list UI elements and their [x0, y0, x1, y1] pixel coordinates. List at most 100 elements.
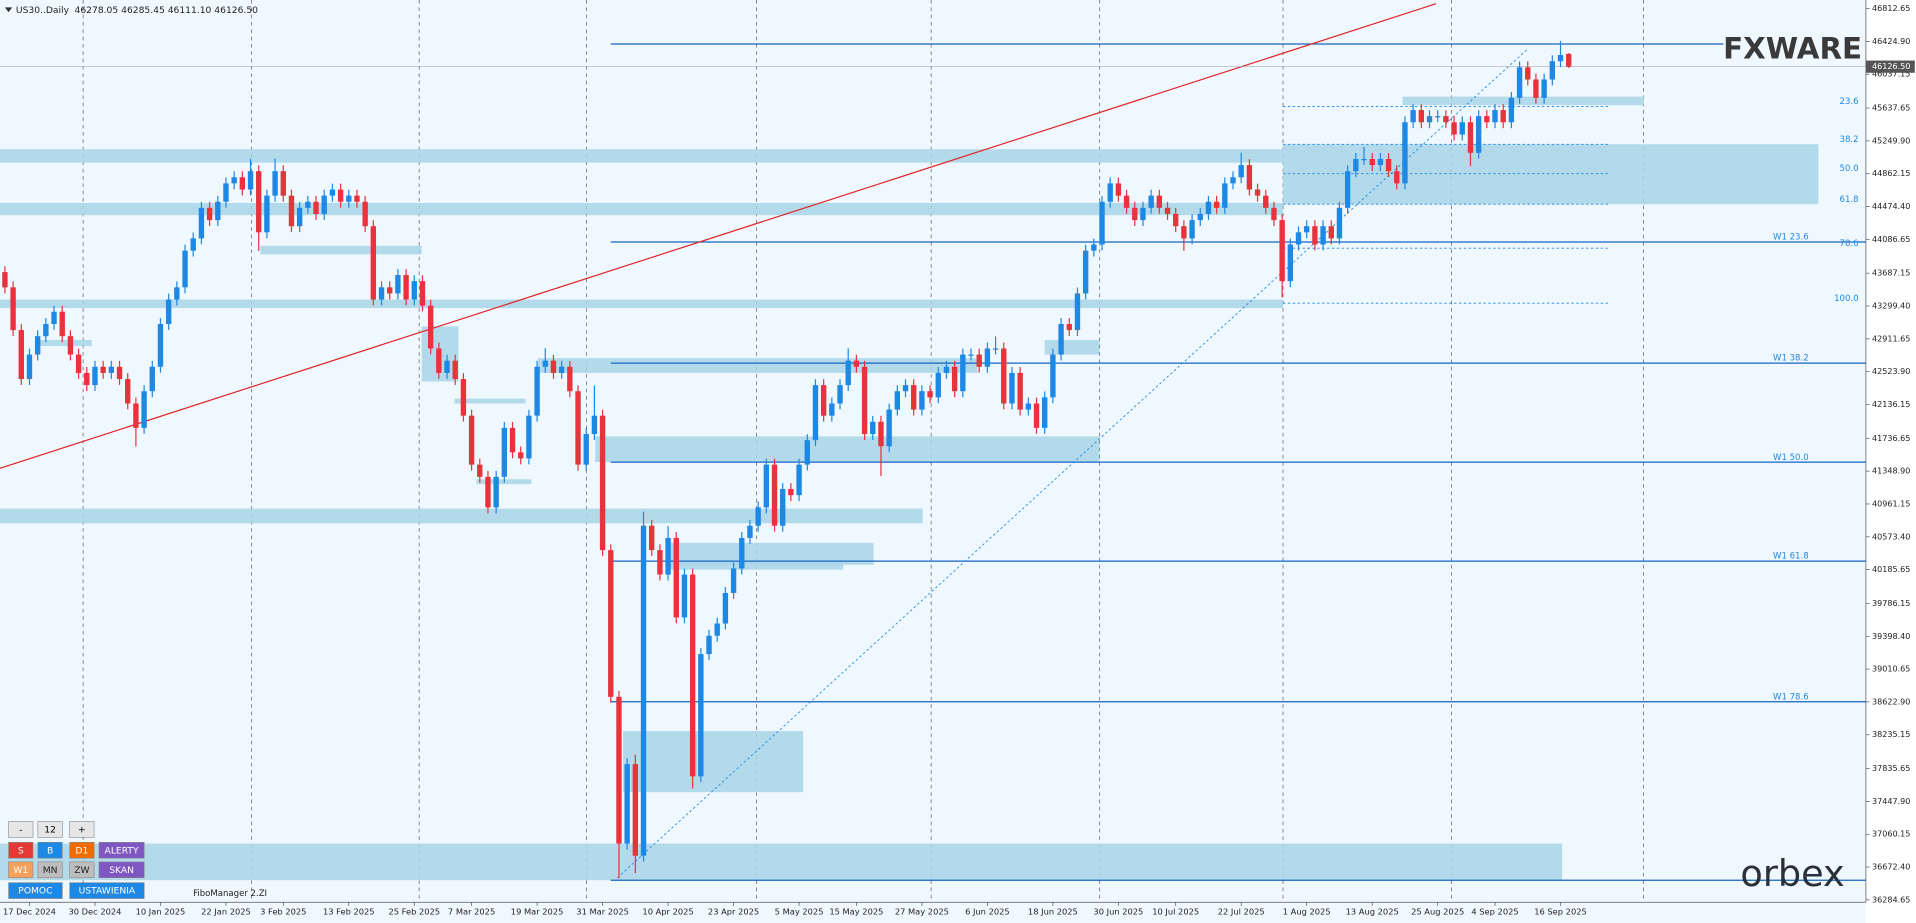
button-bg[interactable]	[69, 821, 95, 838]
button[interactable]: 12	[37, 821, 63, 838]
button[interactable]: POMOC	[8, 882, 63, 899]
button[interactable]: B	[37, 842, 63, 859]
candle-body	[296, 207, 303, 227]
fibo-label: 78.6	[1840, 239, 1859, 249]
x-tick-label: 16 Sep 2025	[1534, 906, 1587, 916]
button[interactable]: SKAN	[98, 861, 145, 879]
button-label[interactable]: 12	[44, 825, 56, 836]
candle-body	[1295, 232, 1302, 245]
candle-body	[951, 366, 958, 392]
candle-body	[1369, 158, 1375, 166]
x-tick-label: 19 Mar 2025	[511, 906, 564, 916]
button-label[interactable]: MN	[43, 865, 58, 876]
zone	[0, 843, 1563, 881]
button-bg[interactable]	[98, 861, 145, 879]
candle-body	[1443, 116, 1449, 123]
button[interactable]: -	[8, 821, 34, 838]
plot-area: W1 23.6 W1 38.2 W1 50.0 W1 61.8 W1 78.6 23.6 3…	[0, 0, 1866, 903]
w1-level-label: W1 38.2	[1773, 354, 1809, 364]
candle-body	[689, 574, 696, 777]
button-label[interactable]: -	[19, 825, 22, 836]
candle-body	[608, 550, 614, 697]
button-bg[interactable]	[69, 882, 145, 899]
button-bg[interactable]	[37, 821, 63, 838]
y-tick-label: 45249.90	[1872, 136, 1910, 145]
last-price-label: 46126.50	[1872, 62, 1910, 71]
candle-body	[1197, 213, 1203, 221]
fibo-label: 50.0	[1840, 164, 1859, 174]
button-label[interactable]: POMOC	[18, 886, 52, 897]
candle-body	[468, 415, 475, 465]
button-bg[interactable]	[8, 842, 34, 859]
candle-body	[1467, 122, 1474, 153]
x-tick-label: 25 Aug 2025	[1411, 906, 1464, 916]
button-label[interactable]: USTAWIENIA	[79, 886, 136, 897]
button-bg[interactable]	[98, 842, 145, 859]
candle-body	[51, 311, 57, 324]
y-tick-label: 38235.15	[1872, 730, 1910, 739]
candle-body	[829, 403, 835, 416]
x-tick-label: 31 Mar 2025	[576, 906, 629, 916]
button-label[interactable]: ALERTY	[105, 845, 139, 856]
w1-level-label: W1 50.0	[1773, 453, 1809, 463]
candle-body	[493, 476, 499, 508]
y-tick-label: 42136.15	[1872, 400, 1910, 409]
button[interactable]: D1	[69, 842, 95, 859]
button-bg[interactable]	[37, 842, 63, 859]
fibo-label: 38.2	[1840, 135, 1859, 145]
button[interactable]: USTAWIENIA	[69, 882, 145, 899]
symbol-menu-icon[interactable]	[4, 7, 13, 13]
candle-body	[1541, 79, 1547, 98]
button[interactable]: +	[69, 821, 95, 838]
button-bg[interactable]	[69, 861, 95, 879]
x-tick-label: 3 Feb 2025	[260, 906, 306, 916]
button-label[interactable]: B	[47, 845, 53, 856]
button-label[interactable]: S	[18, 845, 24, 856]
candle-body	[321, 195, 327, 214]
x-tick-label: 10 Jul 2025	[1152, 906, 1199, 916]
button-bg[interactable]	[37, 861, 63, 879]
candle-body	[1435, 116, 1441, 118]
candle-body	[1394, 171, 1400, 184]
button-bg[interactable]	[8, 861, 34, 879]
candle-body	[67, 336, 74, 355]
fibo-label: 23.6	[1840, 97, 1859, 107]
candle-body	[649, 525, 655, 551]
button-label[interactable]: +	[78, 825, 86, 836]
button-label[interactable]: D1	[75, 845, 88, 856]
button-bg[interactable]	[8, 882, 63, 899]
w1-level-label: W1 78.6	[1773, 692, 1809, 702]
candle-body	[329, 189, 336, 196]
candle-body	[190, 238, 196, 251]
candle-body	[108, 366, 115, 373]
candle-body	[1566, 53, 1572, 67]
button-label[interactable]: SKAN	[109, 865, 134, 876]
y-tick-label: 44086.65	[1872, 235, 1910, 244]
button-label[interactable]: W1	[13, 865, 28, 876]
button[interactable]: W1	[8, 861, 34, 879]
candle-body	[1074, 293, 1081, 331]
x-tick-label: 22 Jul 2025	[1218, 906, 1265, 916]
candle-body	[370, 226, 377, 300]
indicator-name: FiboManager 2.ZI	[193, 889, 267, 899]
candle-body	[919, 391, 925, 410]
x-tick-label: 10 Apr 2025	[642, 906, 693, 916]
button[interactable]: ALERTY	[98, 842, 145, 859]
candle-body	[1189, 220, 1195, 239]
button[interactable]: S	[8, 842, 34, 859]
candle-body	[1451, 122, 1457, 135]
candle-body	[1426, 116, 1433, 123]
candle-body	[788, 488, 794, 496]
candle-body	[542, 360, 548, 367]
button[interactable]: ZW	[69, 861, 95, 879]
candle-body	[575, 391, 581, 465]
candle-body	[837, 385, 843, 404]
candle-body	[755, 507, 761, 526]
controls: - 12 + S B D1 ALERTY W1 MN ZW SKAN POMOC USTAWIENIA F…	[8, 821, 267, 899]
button-bg[interactable]	[69, 842, 95, 859]
button-bg[interactable]	[8, 821, 34, 838]
x-tick-label: 6 Jun 2025	[965, 906, 1010, 916]
button-label[interactable]: ZW	[74, 865, 89, 876]
button[interactable]: MN	[37, 861, 63, 879]
y-tick-label: 42523.90	[1872, 367, 1910, 376]
